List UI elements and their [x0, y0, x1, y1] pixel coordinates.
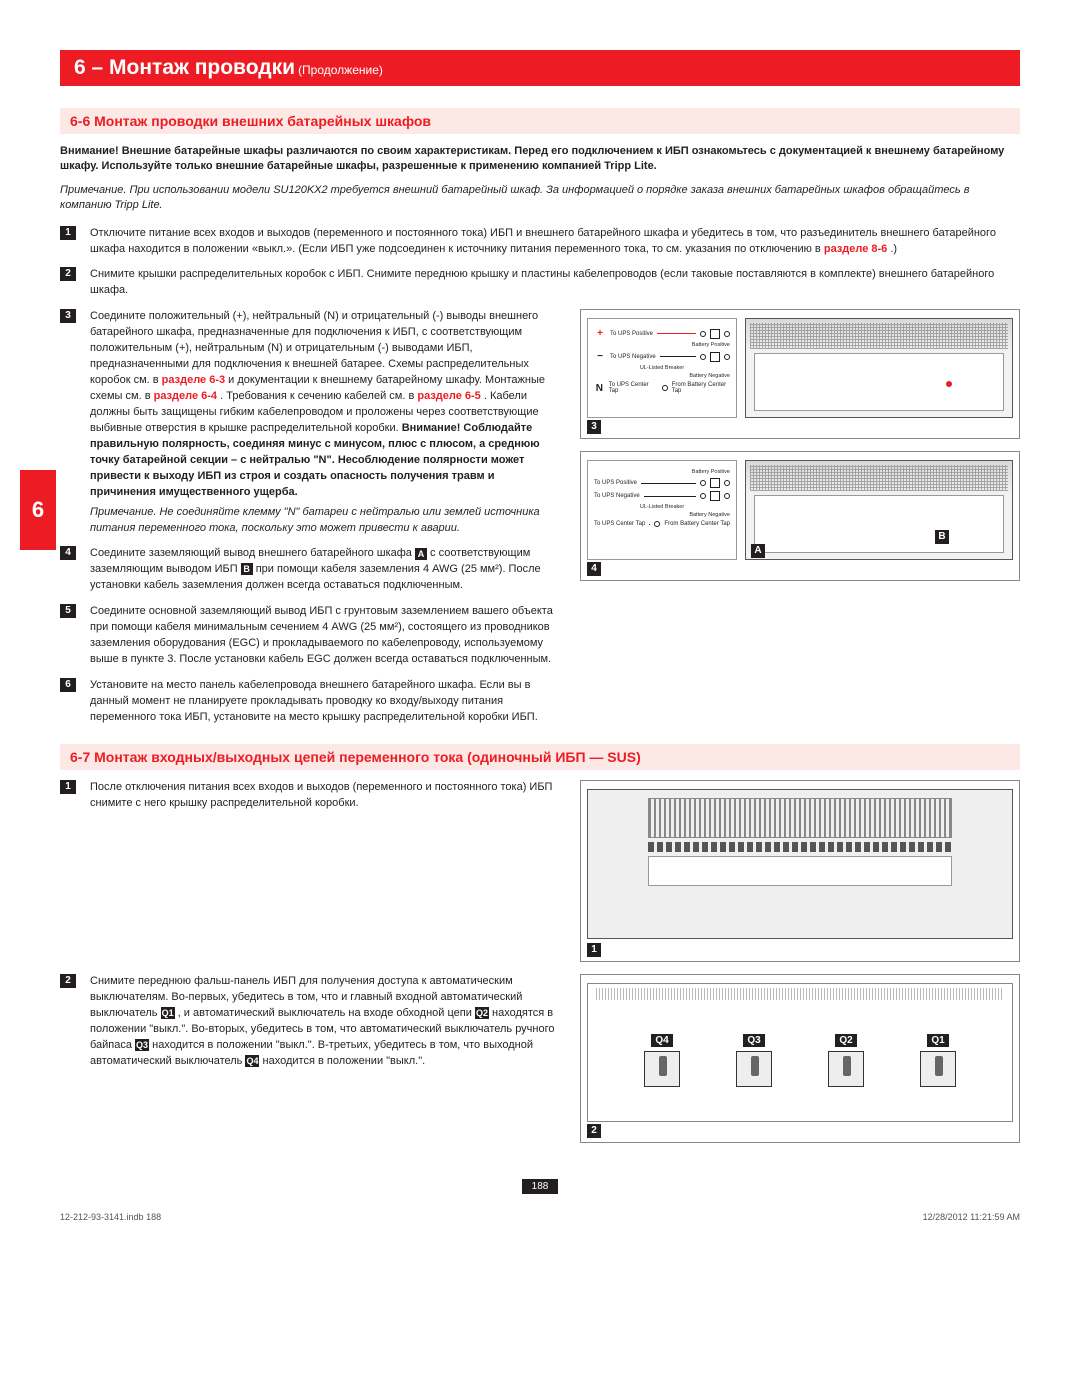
step-2: 2 Снимите крышки распределительных короб…	[60, 267, 1020, 299]
overlay-a: A	[751, 544, 765, 558]
page-number: 188	[522, 1179, 558, 1194]
chapter-title: 6 – Монтаж проводки	[74, 56, 295, 79]
step-num-67-1: 1	[60, 780, 76, 794]
section-6-7-heading: 6-7 Монтаж входных/выходных цепей переме…	[60, 744, 1020, 770]
step-num-5: 5	[60, 604, 76, 618]
overlay-b: B	[935, 530, 949, 544]
chip-q3: Q3	[135, 1039, 149, 1051]
step-num-1: 1	[60, 226, 76, 240]
step-1: 1 Отключите питание всех входов и выходо…	[60, 226, 1020, 258]
step-3-text: Соедините положительный (+), нейтральный…	[90, 309, 560, 536]
step-6-7-1-text: После отключения питания всех входов и в…	[90, 780, 560, 812]
step-num-4: 4	[60, 546, 76, 560]
diagram-tag-67-1: 1	[587, 943, 601, 957]
chip-a: A	[415, 548, 427, 560]
switch-q4	[644, 1051, 680, 1087]
switch-q2	[828, 1051, 864, 1087]
switch-q1	[920, 1051, 956, 1087]
step-2-text: Снимите крышки распределительных коробок…	[90, 267, 1020, 299]
chapter-continued: (Продолжение)	[298, 63, 383, 77]
step-6: 6 Установите на место панель кабелепрово…	[60, 678, 560, 726]
footer-right: 12/28/2012 11:21:59 AM	[923, 1212, 1020, 1222]
chip-b: B	[241, 563, 253, 575]
step-5-text: Соедините основной заземляющий вывод ИБП…	[90, 604, 560, 668]
switch-label-q2: Q2	[835, 1034, 856, 1047]
step-4: 4 Соедините заземляющий вывод внешнего б…	[60, 546, 560, 594]
section-6-6-warning: Внимание! Внешние батарейные шкафы разли…	[60, 144, 1020, 175]
step-num-6: 6	[60, 678, 76, 692]
switch-label-q4: Q4	[651, 1034, 672, 1047]
device-illustration-4	[745, 460, 1013, 560]
chip-q2: Q2	[475, 1007, 489, 1019]
step-5: 5 Соедините основной заземляющий вывод И…	[60, 604, 560, 668]
diagram-tag-4: 4	[587, 562, 601, 576]
device-illustration-67-1	[587, 789, 1013, 939]
step-3: 3 Соедините положительный (+), нейтральн…	[60, 309, 560, 536]
chip-q1: Q1	[161, 1007, 175, 1019]
step-6-7-1: 1 После отключения питания всех входов и…	[60, 780, 560, 812]
chapter-header-bar: 6 – Монтаж проводки (Продолжение)	[60, 50, 1020, 86]
device-illustration-3	[745, 318, 1013, 418]
step-6-text: Установите на место панель кабелепровода…	[90, 678, 560, 726]
step-num-67-2: 2	[60, 974, 76, 988]
diagram-3: +To UPS Positive Battery Positive −To UP…	[580, 309, 1020, 439]
footer-left: 12-212-93-3141.indb 188	[60, 1212, 161, 1222]
step-6-7-2-text: Снимите переднюю фальш-панель ИБП для по…	[90, 974, 560, 1070]
diagram-tag-67-2: 2	[587, 1124, 601, 1138]
diagram-6-7-1: 1	[580, 780, 1020, 962]
section-6-6-steps: 1 Отключите питание всех входов и выходо…	[60, 226, 1020, 726]
wiring-block-3: +To UPS Positive Battery Positive −To UP…	[587, 318, 737, 418]
wiring-block-4: Battery Positive To UPS Positive To UPS …	[587, 460, 737, 560]
chapter-side-tab: 6	[20, 470, 56, 550]
step-num-2: 2	[60, 267, 76, 281]
switch-row: Q4 Q3 Q2 Q1	[596, 1004, 1004, 1117]
chip-q4: Q4	[245, 1055, 259, 1067]
section-6-6-heading: 6-6 Монтаж проводки внешних батарейных ш…	[60, 108, 1020, 134]
section-6-6-note: Примечание. При использовании модели SU1…	[60, 183, 1020, 214]
step-6-7-2: 2 Снимите переднюю фальш-панель ИБП для …	[60, 974, 560, 1070]
diagram-tag-3: 3	[587, 420, 601, 434]
switch-label-q1: Q1	[927, 1034, 948, 1047]
diagram-4: Battery Positive To UPS Positive To UPS …	[580, 451, 1020, 581]
switch-q3	[736, 1051, 772, 1087]
switch-label-q3: Q3	[743, 1034, 764, 1047]
step-num-3: 3	[60, 309, 76, 323]
step-4-text: Соедините заземляющий вывод внешнего бат…	[90, 546, 560, 594]
print-footer: 12-212-93-3141.indb 188 12/28/2012 11:21…	[60, 1212, 1020, 1222]
diagram-6-7-2: Q4 Q3 Q2 Q1 2	[580, 974, 1020, 1143]
step-1-text: Отключите питание всех входов и выходов …	[90, 226, 1020, 258]
